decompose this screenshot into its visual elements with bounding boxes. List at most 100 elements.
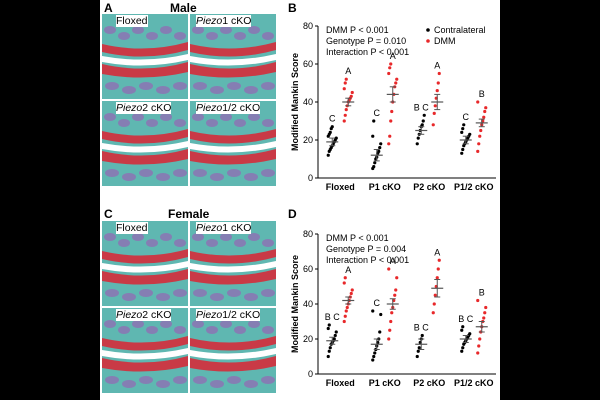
marrow-region (156, 293, 170, 301)
data-point (350, 90, 354, 95)
data-point (388, 328, 392, 332)
joint-space (190, 141, 276, 153)
data-point (417, 346, 421, 350)
data-point (462, 123, 466, 127)
data-point (460, 151, 464, 155)
data-point (482, 316, 486, 320)
significance-letter: C (374, 298, 381, 308)
data-point (461, 325, 465, 329)
marrow-region (210, 293, 224, 301)
micrograph-label-rest: 1/2 cKO (222, 309, 261, 321)
y-tick-label: 40 (303, 299, 313, 309)
marrow-region (220, 113, 232, 121)
data-point (342, 87, 346, 91)
figure: A Male C Female B 0 20 40 60 80 Modified Mank… (100, 0, 500, 400)
y-tick-label: 60 (303, 59, 313, 69)
histology-image (102, 101, 188, 186)
marrow-region (210, 86, 224, 94)
data-point (326, 354, 330, 359)
data-point (389, 62, 393, 66)
x-tick-label: P2 cKO (413, 182, 445, 192)
micrograph-label-rest: 2 cKO (142, 309, 172, 321)
marrow-region (261, 376, 275, 384)
y-tick-label: 40 (303, 97, 313, 107)
data-point (350, 288, 354, 292)
histology-image (190, 14, 276, 99)
x-tick-label: Floxed (326, 378, 355, 388)
panel-letter-a: A (104, 1, 113, 15)
marrow-region (173, 376, 187, 384)
micrograph-tile: Piezo1/2 cKO (190, 308, 276, 393)
marrow-region (206, 239, 218, 247)
marrow-region (262, 326, 274, 334)
data-point (432, 302, 436, 306)
marrow-region (132, 320, 144, 328)
marrow-region (248, 233, 260, 241)
data-point (483, 311, 487, 315)
micrograph-label-text: Floxed (116, 222, 148, 234)
data-point (328, 346, 332, 350)
marrow-region (261, 289, 275, 297)
marrow-region (132, 26, 144, 34)
data-point (415, 354, 419, 359)
marrow-region (193, 376, 207, 384)
cartilage-band (190, 129, 276, 144)
data-point (394, 288, 398, 292)
legend-marker (426, 28, 430, 32)
micrograph-label: Piezo1/2 cKO (196, 309, 261, 321)
data-point (326, 153, 330, 157)
marrow-region (234, 119, 246, 127)
data-point (349, 291, 353, 296)
marrow-region (206, 119, 218, 127)
marrow-region (248, 320, 260, 328)
cartilage-band (102, 62, 188, 78)
data-point (476, 100, 480, 104)
marrow-region (160, 320, 172, 328)
data-point (342, 319, 346, 324)
data-point (483, 109, 487, 114)
marrow-region (262, 32, 274, 40)
y-axis-label: Modified Mankin Score (290, 255, 300, 353)
histology-image (190, 308, 276, 393)
marrow-region (220, 320, 232, 328)
marrow-region (139, 169, 153, 177)
y-tick-label: 0 (308, 369, 313, 379)
x-tick-label: P1 cKO (369, 182, 401, 192)
marrow-region (227, 169, 241, 177)
marrow-region (104, 233, 116, 241)
data-point (389, 319, 393, 324)
data-point (387, 337, 391, 341)
micrograph-label: Piezo1 cKO (196, 222, 252, 234)
data-point (461, 147, 465, 152)
data-point (333, 333, 337, 338)
data-point (420, 333, 424, 338)
marrow-region (122, 380, 136, 388)
cartilage-band (102, 336, 188, 351)
data-point (435, 276, 439, 280)
data-point (433, 104, 437, 108)
marrow-region (105, 289, 119, 297)
histology-image (102, 308, 188, 393)
y-tick-label: 80 (303, 21, 313, 31)
marrow-region (192, 233, 204, 241)
marrow-region (174, 326, 186, 334)
x-tick-label: P1/2 cKO (454, 378, 494, 388)
data-point (343, 113, 347, 117)
significance-letter: A (390, 256, 396, 266)
data-point (379, 312, 383, 317)
data-point (437, 258, 441, 262)
data-point (334, 330, 338, 334)
significance-letter: A (345, 66, 351, 76)
marrow-region (244, 173, 258, 181)
data-point (461, 127, 465, 131)
data-point (387, 267, 391, 271)
data-point (388, 134, 392, 138)
y-tick-label: 0 (308, 173, 313, 183)
micrograph-label-rest: 1/2 cKO (222, 102, 261, 114)
section-title-female: Female (168, 207, 210, 221)
significance-letter: B (479, 89, 485, 99)
micrograph-label-gene: Piezo (196, 102, 223, 114)
marrow-region (234, 32, 246, 40)
marrow-region (193, 289, 207, 297)
data-point (372, 165, 376, 169)
